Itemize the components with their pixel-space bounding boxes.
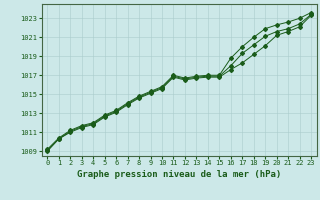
X-axis label: Graphe pression niveau de la mer (hPa): Graphe pression niveau de la mer (hPa)	[77, 170, 281, 179]
